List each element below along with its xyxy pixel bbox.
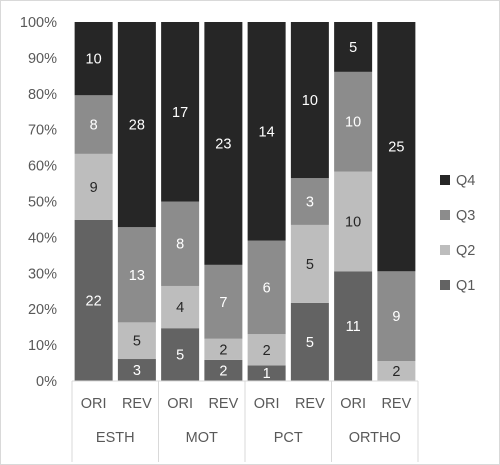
data-label: 23 (215, 136, 231, 152)
data-label: 1 (263, 366, 271, 382)
y-tick-label: 90% (28, 51, 57, 67)
bar-segment-q4 (117, 22, 156, 228)
bar-segment-q2 (247, 334, 286, 366)
bar-segment-q4 (334, 22, 373, 72)
data-label: 8 (176, 237, 184, 253)
data-label: 10 (86, 52, 102, 68)
bar-segment-q3 (117, 227, 156, 323)
data-label: 9 (392, 309, 400, 325)
data-label: 10 (345, 214, 361, 230)
x-category-label: ORI (167, 396, 193, 412)
y-tick-label: 60% (28, 159, 57, 175)
x-category-label: ORI (81, 396, 107, 412)
bar-segment-q2 (377, 361, 416, 381)
data-label: 10 (302, 93, 318, 109)
legend-label: Q4 (456, 173, 475, 189)
bar-segment-q1 (204, 359, 243, 381)
legend-label: Q1 (456, 278, 475, 294)
data-label: 2 (263, 343, 271, 359)
y-tick-label: 100% (20, 15, 57, 31)
x-category-label: ORI (254, 396, 280, 412)
bar-segment-q2 (290, 224, 329, 303)
x-category-label: REV (381, 396, 411, 412)
legend-swatch-q4 (440, 175, 450, 185)
bar-segment-q1 (74, 219, 113, 381)
bar-segment-q3 (74, 95, 113, 154)
x-category-label: ORI (340, 396, 366, 412)
data-label: 5 (306, 335, 314, 351)
x-group-label: ORTHO (349, 430, 401, 446)
legend-swatch-q3 (440, 210, 450, 220)
bar-segment-q1 (247, 365, 286, 381)
bar-segment-q1 (117, 359, 156, 381)
bar-segment-q2 (161, 285, 200, 329)
data-label: 5 (133, 334, 141, 350)
data-label: 28 (129, 118, 145, 134)
y-tick-label: 50% (28, 195, 57, 211)
x-category-label: REV (122, 396, 152, 412)
data-label: 25 (388, 140, 404, 156)
bar-segment-q4 (161, 22, 200, 202)
bar-segment-q3 (161, 201, 200, 286)
bar-segment-q4 (74, 22, 113, 96)
bar-segment-q3 (247, 240, 286, 335)
x-group-label: ESTH (96, 430, 135, 446)
bar-segment-q4 (204, 22, 243, 265)
bar-segment-q4 (377, 22, 416, 272)
y-tick-label: 30% (28, 266, 57, 282)
data-label: 5 (349, 40, 357, 56)
data-label: 2 (219, 342, 227, 358)
data-label: 2 (219, 363, 227, 379)
data-label: 4 (176, 300, 184, 316)
data-label: 5 (176, 348, 184, 364)
x-category-label: REV (295, 396, 325, 412)
data-label: 3 (133, 363, 141, 379)
y-tick-label: 40% (28, 230, 57, 246)
bar-segment-q2 (117, 322, 156, 360)
bar-segment-q3 (290, 178, 329, 225)
x-group-label: MOT (186, 430, 218, 446)
data-label: 14 (259, 124, 275, 140)
bar-segment-q3 (377, 271, 416, 362)
data-label: 7 (219, 295, 227, 311)
legend-swatch-q1 (440, 280, 450, 290)
x-category-label: REV (208, 396, 238, 412)
bar-segment-q4 (290, 22, 329, 179)
data-label: 6 (263, 280, 271, 296)
bar-segment-q3 (204, 264, 243, 339)
legend-label: Q3 (456, 208, 475, 224)
y-tick-label: 10% (28, 338, 57, 354)
bar-segment-q3 (334, 71, 373, 172)
data-label: 11 (346, 319, 361, 335)
data-label: 8 (90, 118, 98, 134)
y-tick-label: 20% (28, 302, 57, 318)
data-label: 2 (392, 364, 400, 380)
x-group-label: PCT (274, 430, 303, 446)
bar-segment-q2 (334, 171, 373, 272)
bar-segment-q1 (334, 271, 373, 381)
y-tick-label: 70% (28, 123, 57, 139)
y-tick-label: 0% (36, 374, 57, 390)
data-label: 9 (90, 180, 98, 196)
bar-segment-q1 (290, 302, 329, 381)
legend-swatch-q2 (440, 245, 450, 255)
data-label: 13 (129, 268, 145, 284)
data-label: 22 (86, 293, 102, 309)
bar-segment-q1 (161, 328, 200, 381)
data-label: 5 (306, 257, 314, 273)
legend-label: Q2 (456, 243, 475, 259)
data-label: 10 (345, 115, 361, 131)
data-label: 17 (172, 105, 188, 121)
bar-segment-q2 (74, 153, 113, 220)
bar-segment-q2 (204, 338, 243, 360)
y-tick-label: 80% (28, 87, 57, 103)
bar-segment-q4 (247, 22, 286, 241)
data-label: 3 (306, 195, 314, 211)
